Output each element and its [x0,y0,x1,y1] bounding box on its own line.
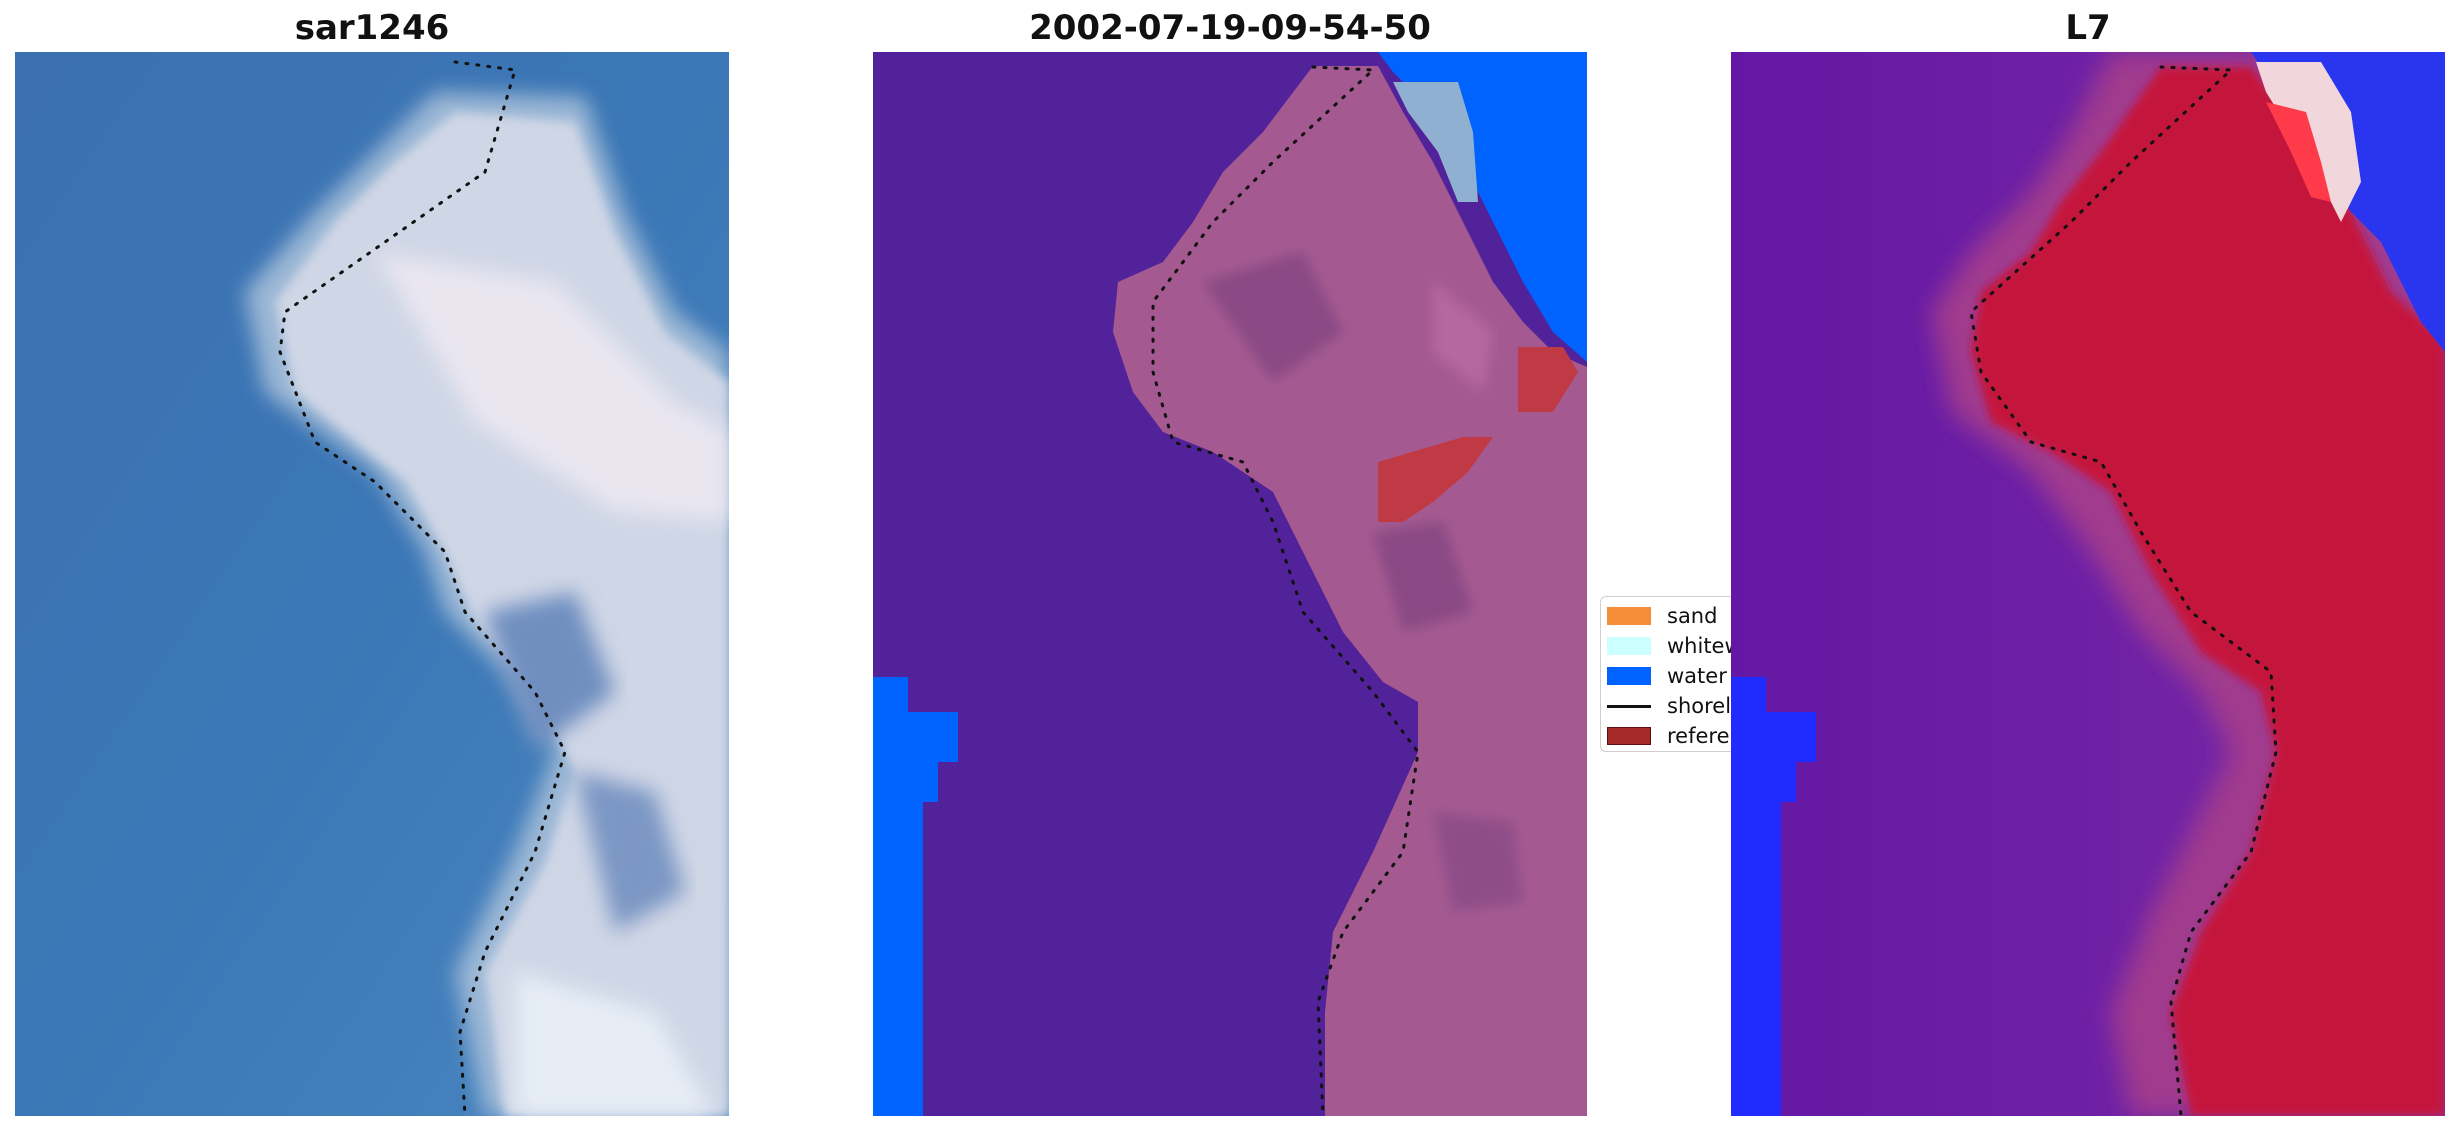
legend-label: water [1667,664,1727,688]
water-region-top [1378,52,1587,362]
legend-item-reference: reference [1607,723,1739,749]
classified-image [873,52,1587,1116]
legend-label: reference [1667,724,1739,748]
shoreline-trace [1969,65,2278,1116]
panel-title-index: L7 [2065,8,2111,48]
legend-item-sand: sand [1607,603,1717,629]
rgb-image [15,52,729,1116]
classified-image-panel [873,52,1587,1116]
reference-patch-2 [1378,437,1493,522]
shoreline-line-symbol [1607,704,1651,708]
legend-item-water: water [1607,663,1727,689]
water-swatch [1607,667,1651,685]
water-region-left [873,677,958,1116]
legend-label: shoreline [1667,694,1739,718]
rgb-image-panel [15,52,729,1116]
shoreline-trace [1151,65,1420,1116]
index-image-panel [1731,52,2445,1116]
legend-item-shoreline: shoreline [1607,693,1739,719]
panel-title-classified: 2002-07-19-09-54-50 [1029,8,1431,48]
strong-water-left [1731,677,1816,1116]
whitewater-patch [1393,82,1478,202]
reference-swatch [1607,727,1651,745]
sand-swatch [1607,607,1651,625]
index-image [1731,52,2445,1116]
panel-title-rgb: sar1246 [294,8,450,48]
whitewater-swatch [1607,637,1651,655]
reference-patch-1 [1518,347,1578,412]
legend-label: sand [1667,604,1718,628]
